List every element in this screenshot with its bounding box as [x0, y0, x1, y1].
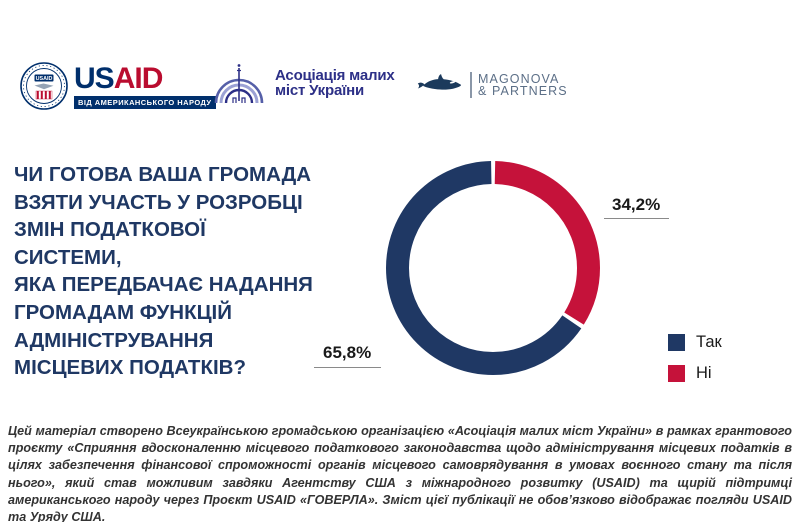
legend-label-tak: Так — [696, 333, 722, 351]
chart-legend: Так Ні — [668, 334, 722, 382]
legend-swatch-tak — [668, 334, 685, 351]
data-label-ni: 34,2% — [612, 195, 661, 214]
legend-label-ni: Ні — [696, 364, 712, 382]
legend-swatch-ni — [668, 365, 685, 382]
svg-text:USAID: USAID — [36, 76, 53, 82]
usaid-logo: USAID USAID ВІД АМЕРИКАНСЬКОГО НАРОДУ — [20, 60, 216, 110]
legend-item-tak: Так — [668, 334, 722, 351]
usaid-wordmark-aid: AID — [113, 62, 164, 95]
association-arch-icon — [214, 64, 264, 104]
usaid-wordmark-block: USAID ВІД АМЕРИКАНСЬКОГО НАРОДУ — [74, 60, 216, 110]
usaid-wordmark: USAID — [74, 64, 216, 94]
usaid-seal-icon: USAID — [20, 62, 68, 110]
magonova-logo: MAGONOVA & PARTNERS — [417, 72, 568, 98]
orca-icon — [417, 74, 462, 90]
data-label-tak: 65,8% — [323, 343, 372, 362]
callout-line-tak — [314, 367, 381, 368]
disclaimer-text: Цей матеріал створено Всеукраїнською гро… — [8, 424, 792, 522]
usaid-wordmark-us: US — [74, 62, 115, 95]
donut-chart — [386, 161, 600, 375]
legend-item-ni: Ні — [668, 365, 722, 382]
association-name: Асоціація малих міст України — [275, 67, 395, 99]
callout-line-ni — [604, 218, 669, 219]
donut-segment-ni — [386, 161, 600, 375]
donut-segment-tak — [386, 161, 600, 375]
magonova-divider — [470, 72, 472, 98]
association-logo: Асоціація малих міст України — [212, 60, 395, 106]
survey-question: ЧИ ГОТОВА ВАША ГРОМАДА ВЗЯТИ УЧАСТЬ У РО… — [14, 163, 313, 380]
usaid-tagline: ВІД АМЕРИКАНСЬКОГО НАРОДУ — [74, 95, 216, 109]
logo-row: USAID USAID ВІД АМЕРИКАНСЬКОГО НАРОДУ — [0, 0, 800, 130]
magonova-name: MAGONOVA & PARTNERS — [478, 71, 568, 98]
